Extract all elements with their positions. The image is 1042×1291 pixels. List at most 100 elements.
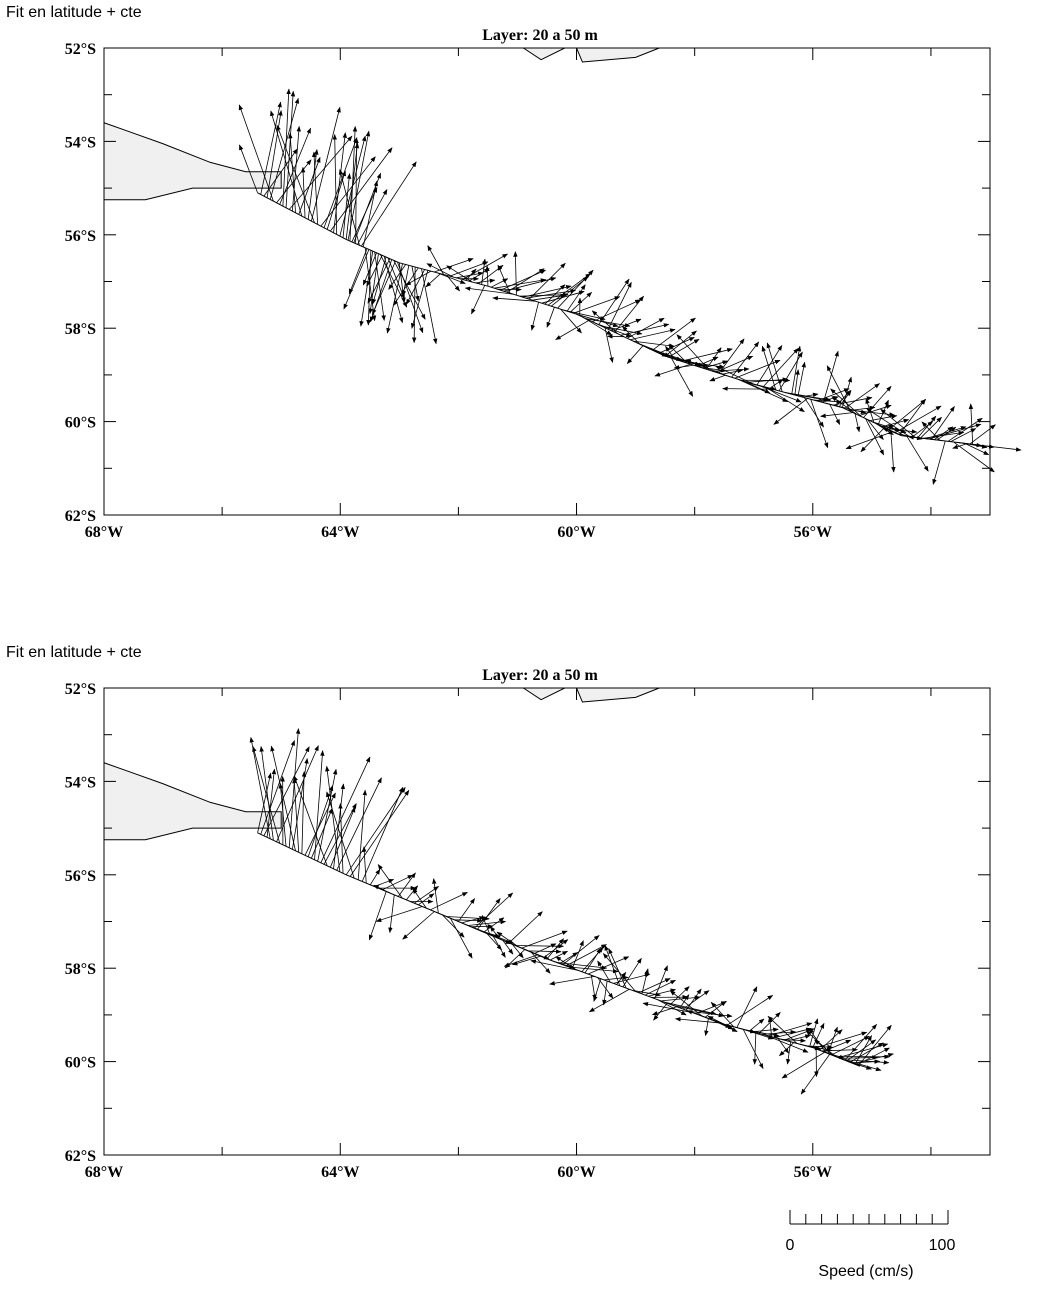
velocity-arrow xyxy=(882,418,910,427)
velocity-arrow xyxy=(437,272,466,284)
speed-scale: 0 100 Speed (cm/s) xyxy=(786,1210,956,1280)
velocity-arrow xyxy=(742,1029,764,1070)
velocity-arrow xyxy=(276,745,319,842)
velocity-arrow xyxy=(761,345,777,391)
velocity-arrow xyxy=(377,864,403,899)
velocity-arrow xyxy=(722,368,744,375)
velocity-arrow xyxy=(585,318,631,328)
velocity-arrow xyxy=(525,288,577,299)
velocity-arrow xyxy=(964,442,990,456)
layer-title: Layer: 20 a 50 m xyxy=(482,667,598,684)
velocity-arrow xyxy=(278,782,287,847)
velocity-arrow xyxy=(269,97,300,200)
velocity-arrow xyxy=(310,807,333,859)
velocity-arrow xyxy=(458,898,476,922)
velocity-vectors xyxy=(249,728,894,1095)
velocity-arrow xyxy=(492,935,506,958)
velocity-arrow xyxy=(736,986,758,1028)
velocity-arrow xyxy=(584,947,602,974)
velocity-arrow xyxy=(674,1017,722,1024)
velocity-arrow xyxy=(333,783,346,869)
velocity-arrow xyxy=(582,316,613,336)
velocity-arrow xyxy=(557,269,594,309)
velocity-arrow xyxy=(259,746,274,841)
velocity-arrow xyxy=(326,791,355,879)
velocity-arrow xyxy=(654,363,691,377)
velocity-arrow xyxy=(414,886,440,904)
scale-max-label: 100 xyxy=(929,1237,956,1254)
map-panel-top: Fit en latitude + cte Layer: 20 a 50 m 6… xyxy=(0,0,1042,560)
y-tick-label: 58°S xyxy=(65,321,96,338)
velocity-arrow xyxy=(560,308,582,334)
velocity-arrow xyxy=(766,387,805,413)
x-tick-label: 68°W xyxy=(85,1164,123,1181)
velocity-arrow xyxy=(285,90,296,208)
velocity-arrow xyxy=(654,965,668,999)
velocity-arrow xyxy=(781,1051,825,1079)
velocity-arrow xyxy=(473,892,514,929)
velocity-arrow xyxy=(508,911,543,944)
scale-units-label: Speed (cm/s) xyxy=(818,1263,913,1280)
fit-label: Fit en latitude + cte xyxy=(6,4,142,21)
velocity-arrow xyxy=(238,104,274,202)
velocity-arrow xyxy=(349,125,358,242)
velocity-arrow xyxy=(969,424,996,445)
velocity-arrow xyxy=(832,396,873,406)
y-tick-label: 54°S xyxy=(65,134,96,151)
velocity-arrow xyxy=(888,399,927,430)
velocity-arrow xyxy=(270,745,296,851)
velocity-arrow xyxy=(820,412,853,418)
velocity-arrow xyxy=(528,262,566,300)
velocity-arrow xyxy=(375,906,423,922)
velocity-arrow xyxy=(704,1000,727,1018)
velocity-arrow xyxy=(530,959,579,971)
velocity-arrow xyxy=(658,337,695,354)
velocity-arrow xyxy=(641,968,649,994)
y-tick-label: 62°S xyxy=(65,1148,96,1165)
velocity-arrow xyxy=(630,328,676,341)
velocity-arrow xyxy=(348,248,368,295)
velocity-arrow xyxy=(608,948,627,989)
velocity-arrow xyxy=(611,318,642,332)
velocity-arrow xyxy=(467,919,507,926)
velocity-arrow xyxy=(613,973,651,984)
velocity-map-bottom: Layer: 20 a 50 m 68°W 64°W 60°W 56°W 52°S 54°… xyxy=(65,667,991,1181)
velocity-arrow xyxy=(521,930,568,949)
velocity-arrow xyxy=(665,345,675,360)
velocity-arrow xyxy=(756,344,783,386)
velocity-arrow xyxy=(288,728,301,848)
velocity-arrow xyxy=(598,278,630,325)
velocity-arrow xyxy=(787,1034,811,1042)
velocity-arrow xyxy=(345,787,406,876)
velocity-arrow xyxy=(388,894,395,934)
velocity-arrow xyxy=(317,768,338,862)
velocity-arrow xyxy=(602,953,636,992)
velocity-arrow xyxy=(846,1039,877,1062)
velocity-arrow xyxy=(774,1027,812,1038)
velocity-arrow xyxy=(853,1052,894,1064)
velocity-arrow xyxy=(663,1001,717,1016)
velocity-arrow xyxy=(651,1006,677,1016)
velocity-arrow xyxy=(718,338,745,374)
velocity-arrow xyxy=(841,376,852,408)
velocity-arrow xyxy=(581,947,604,972)
velocity-map-top: Layer: 20 a 50 m 68°W 64°W 60°W 56°W 52°S 54°… xyxy=(65,27,1022,541)
velocity-arrow xyxy=(276,124,315,223)
velocity-arrow xyxy=(794,369,800,396)
velocity-arrow xyxy=(734,359,781,379)
velocity-arrow xyxy=(293,775,328,866)
velocity-arrow xyxy=(569,966,619,974)
velocity-arrow xyxy=(638,978,671,994)
velocity-arrow xyxy=(768,1022,813,1037)
velocity-arrow xyxy=(633,340,675,348)
velocity-arrow xyxy=(858,1024,892,1066)
velocity-arrow xyxy=(515,943,564,949)
velocity-arrow xyxy=(671,358,694,397)
velocity-arrow xyxy=(361,786,404,882)
velocity-arrow xyxy=(573,296,621,314)
velocity-arrow xyxy=(752,1032,758,1065)
velocity-arrow xyxy=(347,130,371,241)
velocity-arrow xyxy=(841,1058,882,1072)
velocity-arrow xyxy=(664,330,697,357)
velocity-arrow xyxy=(252,745,281,844)
